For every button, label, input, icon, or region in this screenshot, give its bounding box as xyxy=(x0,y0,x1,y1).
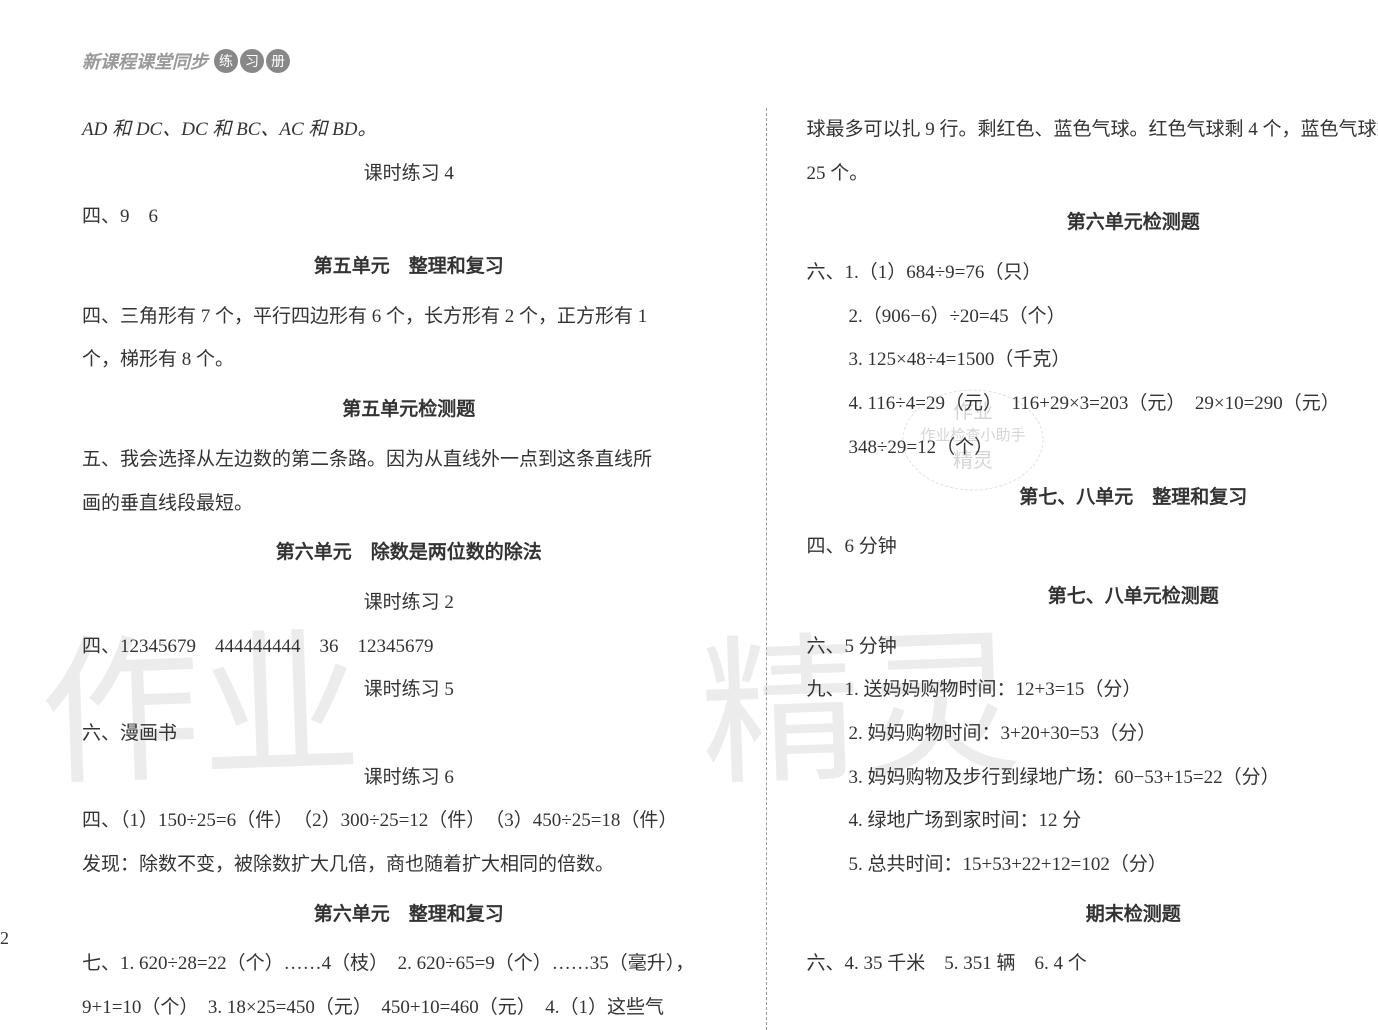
text-line: 2.（906−6）÷20=45（个） xyxy=(807,295,1378,339)
section-heading: 第五单元检测题 xyxy=(82,388,736,432)
left-column: AD 和 DC、DC 和 BC、AC 和 BD。 课时练习 4 四、9 6 第五… xyxy=(82,108,756,1030)
text-line: 2. 妈妈购物时间：3+20+30=53（分） xyxy=(807,712,1378,756)
sub-heading: 课时练习 2 xyxy=(82,581,736,625)
text-line: 四、6 分钟 xyxy=(807,525,1378,569)
text-line: 3. 妈妈购物及步行到绿地广场：60−53+15=22（分） xyxy=(807,756,1378,800)
section-heading: 第六单元检测题 xyxy=(807,201,1378,245)
text-line: 五、我会选择从左边数的第二条路。因为从直线外一点到这条直线所 xyxy=(82,438,736,482)
text-line: 六、4. 35 千米 5. 351 辆 6. 4 个 xyxy=(807,942,1378,986)
sub-heading: 课时练习 5 xyxy=(82,668,736,712)
text-line: 4. 绿地广场到家时间：12 分 xyxy=(807,799,1378,843)
text-line: 六、漫画书 xyxy=(82,712,736,756)
header-prefix: 新课程课堂同步 xyxy=(82,48,208,74)
sub-heading: 课时练习 6 xyxy=(82,756,736,800)
text-line: 画的垂直线段最短。 xyxy=(82,482,736,526)
text-line: 个，梯形有 8 个。 xyxy=(82,338,736,382)
badge-3: 册 xyxy=(266,49,290,73)
text-line: 四、12345679 444444444 36 12345679 xyxy=(82,625,736,669)
text-line: 4. 116÷4=29（元） 116+29×3=203（元） 29×10=290… xyxy=(807,382,1378,426)
section-heading: 第五单元 整理和复习 xyxy=(82,245,736,289)
text-line: 六、1.（1）684÷9=76（只） xyxy=(807,251,1378,295)
page-number: 2 xyxy=(0,928,1378,949)
text-line: 四、三角形有 7 个，平行四边形有 6 个，长方形有 2 个，正方形有 1 xyxy=(82,295,736,339)
text-line: AD 和 DC、DC 和 BC、AC 和 BD。 xyxy=(82,108,736,152)
sub-heading: 课时练习 4 xyxy=(82,152,736,196)
badge-1: 练 xyxy=(214,49,238,73)
column-divider xyxy=(766,108,767,1030)
text-line: 四、（1）150÷25=6（件） （2）300÷25=12（件） （3）450÷… xyxy=(82,799,736,843)
section-heading: 第七、八单元 整理和复习 xyxy=(807,476,1378,520)
text-line: 九、1. 送妈妈购物时间：12+3=15（分） xyxy=(807,668,1378,712)
text-line: 5. 总共时间：15+53+22+12=102（分） xyxy=(807,843,1378,887)
header-badges: 练 习 册 xyxy=(212,49,290,73)
text-line: 六、5 分钟 xyxy=(807,625,1378,669)
text-line: 348÷29=12（个） xyxy=(807,426,1378,470)
page-header: 新课程课堂同步 练 习 册 xyxy=(82,48,1378,74)
text-line: 四、9 6 xyxy=(82,195,736,239)
right-column: 球最多可以扎 9 行。剩红色、蓝色气球。红色气球剩 4 个，蓝色气球剩 25 个… xyxy=(777,108,1378,1030)
text-line: 25 个。 xyxy=(807,152,1378,196)
badge-2: 习 xyxy=(240,49,264,73)
text-line: 发现：除数不变，被除数扩大几倍，商也随着扩大相同的倍数。 xyxy=(82,843,736,887)
text-line: 3. 125×48÷4=1500（千克） xyxy=(807,338,1378,382)
text-line: 七、1. 620÷28=22（个）……4（枝） 2. 620÷65=9（个）……… xyxy=(82,942,736,986)
text-line: 9+1=10（个） 3. 18×25=450（元） 450+10=460（元） … xyxy=(82,986,736,1030)
section-heading: 第七、八单元检测题 xyxy=(807,575,1378,619)
section-heading: 第六单元 除数是两位数的除法 xyxy=(82,531,736,575)
text-line: 球最多可以扎 9 行。剩红色、蓝色气球。红色气球剩 4 个，蓝色气球剩 xyxy=(807,108,1378,152)
content-wrapper: AD 和 DC、DC 和 BC、AC 和 BD。 课时练习 4 四、9 6 第五… xyxy=(82,108,1378,1030)
